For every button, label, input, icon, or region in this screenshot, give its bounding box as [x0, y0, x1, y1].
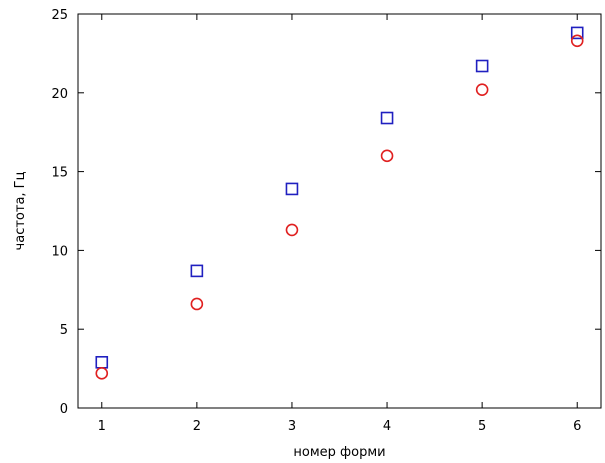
series-1-point-2 [285, 223, 299, 237]
y-tick-label: 0 [60, 402, 68, 417]
series-1-point-0 [95, 367, 109, 380]
y-tick-label: 5 [60, 323, 68, 338]
series-0-point-4 [475, 59, 489, 73]
x-tick-label: 2 [193, 419, 201, 434]
y-tick-label: 15 [51, 166, 68, 181]
ticks-layer: 1 2 3 4 5 6 0 5 10 15 20 25 [51, 8, 601, 434]
y-tick-label: 20 [51, 87, 68, 102]
series-1-point-3 [380, 149, 394, 163]
series-1-point-1 [190, 297, 204, 311]
series-1-point-4 [475, 83, 489, 96]
x-tick-label: 6 [573, 419, 581, 434]
series-1-point-5 [570, 34, 584, 48]
y-tick-label: 10 [51, 244, 68, 259]
series-0-point-2 [285, 182, 299, 196]
x-tick-label: 4 [383, 419, 391, 434]
x-axis-title: номер форми [293, 445, 385, 460]
x-tick-label: 5 [478, 419, 486, 434]
series-0-point-3 [380, 111, 394, 125]
series-0-point-1 [190, 264, 204, 278]
y-tick-label: 25 [51, 8, 68, 23]
series-0-point-5 [570, 26, 584, 40]
y-axis-title: частота, Гц [13, 171, 28, 250]
x-tick-label: 3 [288, 419, 296, 434]
x-tick-label: 1 [98, 419, 106, 434]
plot-frame [77, 13, 602, 409]
marks-layer [95, 26, 584, 380]
